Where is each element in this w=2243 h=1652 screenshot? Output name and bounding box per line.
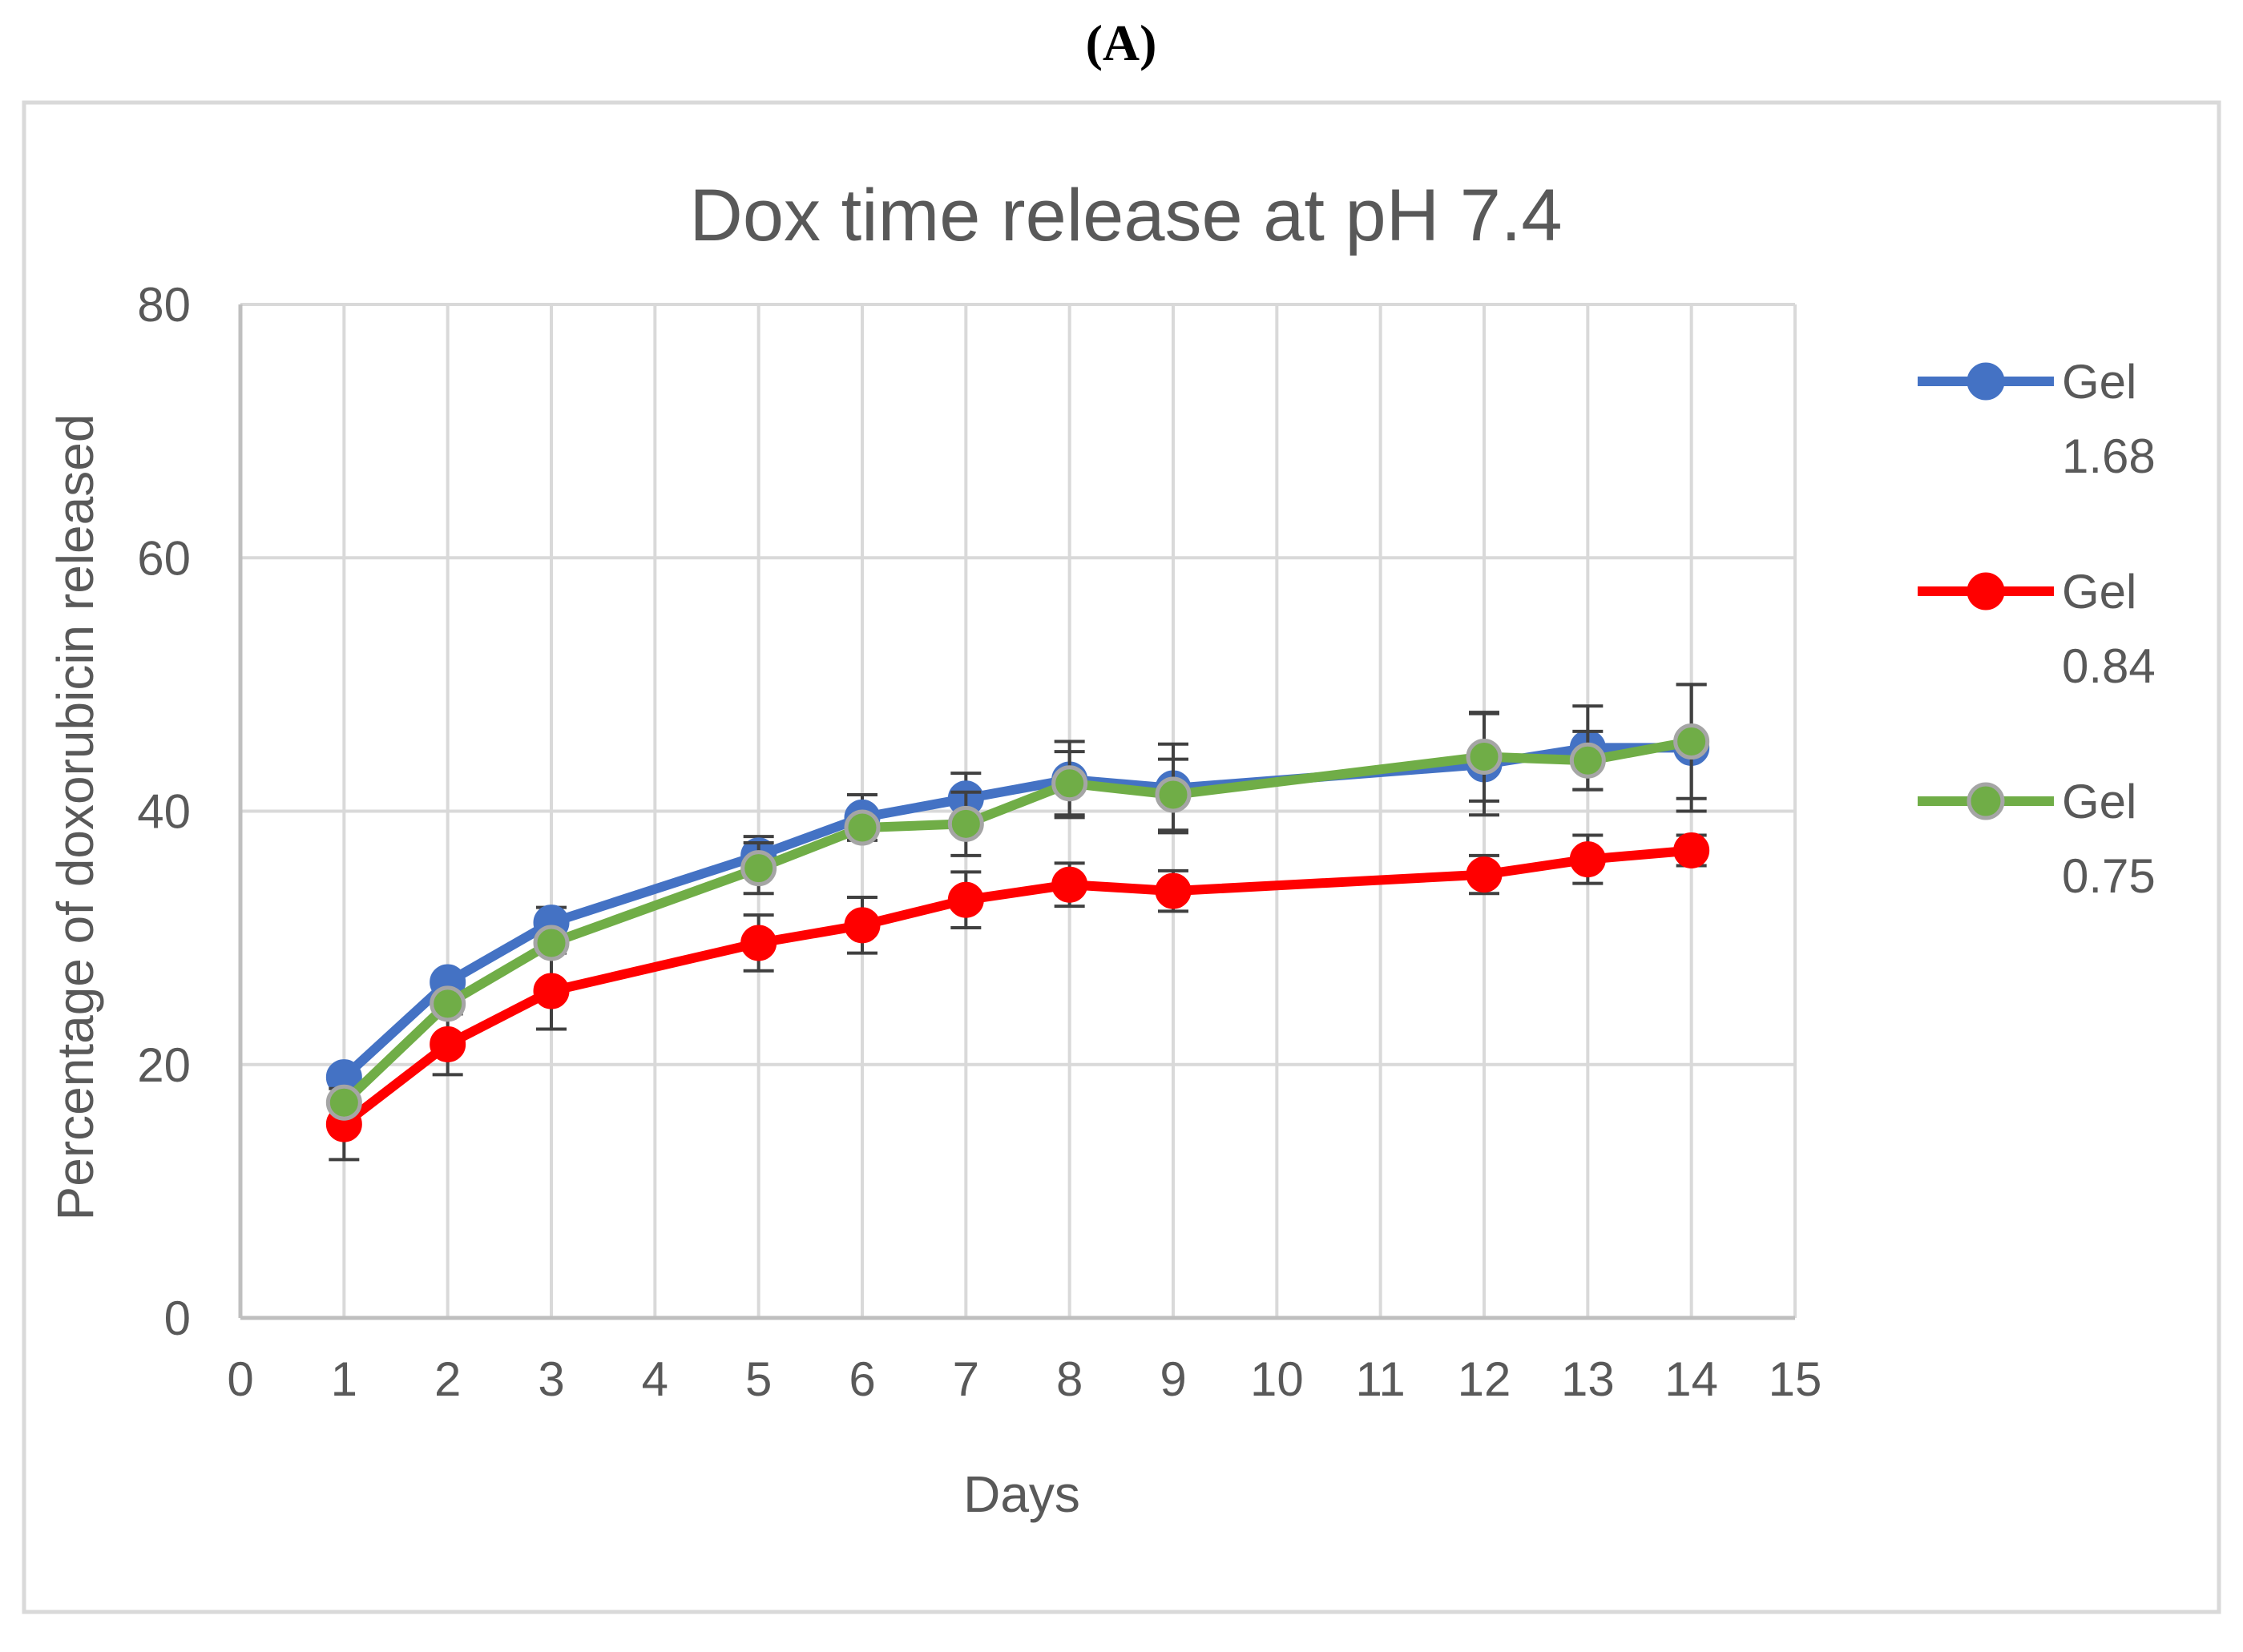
series-2 — [325, 832, 1710, 1162]
x-tick-label: 8 — [1056, 1352, 1083, 1406]
series-layer — [325, 683, 1710, 1162]
x-tick-label: 14 — [1664, 1352, 1718, 1406]
legend-label: Gel — [2062, 355, 2136, 409]
x-tick-label: 4 — [642, 1352, 668, 1406]
data-point — [1051, 765, 1088, 802]
data-point — [1673, 832, 1710, 869]
panel-label: (A) — [1086, 14, 1157, 71]
legend-label: Gel — [2062, 565, 2136, 618]
data-point — [1673, 723, 1710, 760]
x-tick-label: 15 — [1769, 1352, 1822, 1406]
x-tick-label: 7 — [953, 1352, 979, 1406]
data-point — [1466, 739, 1503, 776]
data-point — [1569, 841, 1606, 878]
x-tick-label: 12 — [1458, 1352, 1511, 1406]
data-point — [947, 881, 984, 918]
y-tick-label: 60 — [137, 531, 191, 585]
x-tick-label: 13 — [1561, 1352, 1615, 1406]
legend-entry-1: Gel 1.68 — [1918, 355, 2156, 483]
data-point — [844, 907, 881, 944]
x-tick-label: 5 — [745, 1352, 772, 1406]
x-tick-label: 6 — [849, 1352, 875, 1406]
x-tick-label: 2 — [434, 1352, 461, 1406]
data-point — [1569, 742, 1606, 779]
data-point — [1155, 872, 1192, 909]
legend-entry-3: Gel 0.75 — [1918, 775, 2156, 903]
data-point — [533, 973, 570, 1009]
x-tick-label: 10 — [1250, 1352, 1304, 1406]
legend-label: 0.75 — [2062, 849, 2156, 903]
data-point — [430, 985, 466, 1022]
legend-marker — [1967, 362, 2005, 401]
data-point — [430, 1025, 466, 1062]
legend-marker — [1967, 572, 2005, 610]
data-point — [533, 925, 570, 961]
x-tick-label: 1 — [331, 1352, 357, 1406]
legend-entry-2: Gel 0.84 — [1918, 565, 2156, 693]
series-3 — [325, 683, 1710, 1121]
data-point — [1155, 776, 1192, 813]
data-point — [740, 925, 777, 961]
y-tick-label: 0 — [164, 1291, 191, 1345]
data-point — [325, 1084, 362, 1121]
legend-label: 1.68 — [2062, 429, 2156, 483]
y-axis-label: Percentage of doxorubicin released — [46, 414, 104, 1221]
x-tick-label: 9 — [1160, 1352, 1186, 1406]
x-tick-label: 3 — [538, 1352, 564, 1406]
data-point — [947, 805, 984, 842]
data-point — [1051, 866, 1088, 903]
chart-title: Dox time release at pH 7.4 — [689, 175, 1562, 256]
y-tick-label: 80 — [137, 278, 191, 332]
chart-frame — [22, 100, 2221, 1614]
legend-label: 0.84 — [2062, 639, 2156, 693]
y-tick-label: 40 — [137, 785, 191, 839]
legend-label: Gel — [2062, 775, 2136, 828]
x-axis-label: Days — [963, 1465, 1080, 1523]
y-tick-label: 20 — [137, 1038, 191, 1092]
data-point — [1466, 856, 1503, 893]
data-point — [844, 809, 881, 846]
x-tick-label: 0 — [227, 1352, 253, 1406]
legend: Gel 1.68 Gel 0.84 Gel 0.75 — [1918, 355, 2156, 903]
x-tick-label: 11 — [1356, 1352, 1406, 1406]
data-point — [740, 850, 777, 887]
legend-marker — [1967, 782, 2005, 820]
